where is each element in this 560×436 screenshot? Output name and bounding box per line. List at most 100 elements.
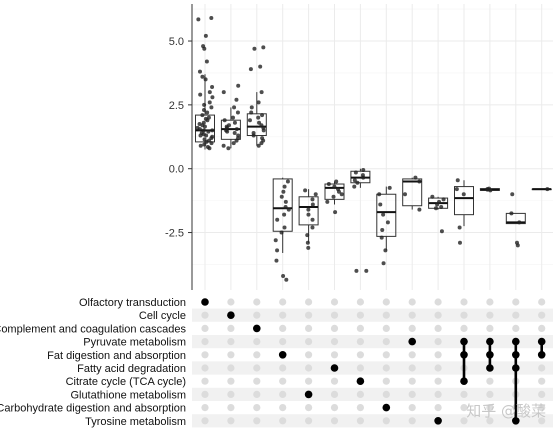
matrix-dot-inactive <box>201 324 209 332</box>
data-point <box>198 92 203 97</box>
matrix-dot-inactive <box>330 404 339 412</box>
matrix-dot-inactive <box>201 390 209 398</box>
row-stripe <box>192 335 553 349</box>
matrix-dot-inactive <box>305 311 313 319</box>
data-point <box>205 118 210 123</box>
matrix-dot-inactive <box>408 377 416 385</box>
matrix-dot-inactive <box>253 351 261 359</box>
matrix-dot-inactive <box>253 311 261 319</box>
data-point <box>274 258 279 263</box>
data-point <box>232 120 237 125</box>
matrix-dot-inactive <box>279 324 287 332</box>
data-point <box>455 178 460 183</box>
matrix-dot-inactive <box>408 390 416 398</box>
matrix-dot-active <box>460 351 468 359</box>
matrix-dot-inactive <box>279 390 287 398</box>
matrix-dot-inactive <box>330 417 339 425</box>
set-label: Complement and coagulation cascades <box>0 323 186 335</box>
data-point <box>261 128 266 133</box>
data-point <box>361 167 366 172</box>
matrix-dot-inactive <box>356 364 364 372</box>
matrix-dot-inactive <box>408 364 416 372</box>
data-point <box>353 170 358 175</box>
matrix-dot-inactive <box>201 311 209 319</box>
data-point <box>385 220 390 225</box>
data-point <box>231 115 236 120</box>
matrix-dot-inactive <box>227 404 235 412</box>
matrix-dot-inactive <box>434 324 442 332</box>
matrix-dot-inactive <box>434 351 442 359</box>
matrix-dot-inactive <box>460 390 468 398</box>
data-point <box>433 206 438 211</box>
data-point <box>198 133 203 138</box>
data-point <box>234 127 239 132</box>
data-point <box>441 197 446 202</box>
matrix-dot-inactive <box>227 390 235 398</box>
data-point <box>383 248 388 253</box>
matrix-dot-inactive <box>382 311 390 319</box>
y-axis: 5.0 2.5 0.0 -2.5 <box>165 4 193 290</box>
matrix-dot-inactive <box>279 404 287 412</box>
matrix-dot-inactive <box>382 351 390 359</box>
y-tick-label: 2.5 <box>169 100 184 112</box>
matrix-dot-inactive <box>486 404 494 412</box>
matrix-dot-inactive <box>382 377 390 385</box>
data-point <box>210 84 215 89</box>
data-point <box>339 192 344 197</box>
matrix-dot-active <box>486 364 494 372</box>
matrix-dot-active <box>537 351 546 359</box>
grid-layer <box>192 4 553 290</box>
data-point <box>306 245 311 250</box>
boxplot-11 <box>454 178 474 245</box>
matrix-dot-active <box>304 390 313 399</box>
matrix-dot-active <box>486 351 494 359</box>
data-point <box>251 133 256 138</box>
data-point <box>279 230 284 235</box>
set-label: Fat digestion and absorption <box>47 350 186 362</box>
matrix-dot-inactive <box>486 324 494 332</box>
matrix-dot-inactive <box>356 351 364 359</box>
set-label: Olfactory transduction <box>79 297 186 309</box>
matrix-dot-inactive <box>201 364 209 372</box>
data-point <box>232 105 237 110</box>
matrix-dot-inactive <box>382 324 390 332</box>
matrix-dot-inactive <box>305 417 313 425</box>
box <box>402 178 423 207</box>
data-point <box>202 142 207 147</box>
data-point <box>283 205 288 210</box>
data-point <box>305 233 310 238</box>
matrix-dot-inactive <box>486 298 494 306</box>
data-point <box>417 179 422 184</box>
boxplot-3 <box>246 45 267 148</box>
data-point <box>332 184 337 189</box>
matrix-dot-inactive <box>253 417 261 425</box>
data-point <box>198 143 203 148</box>
data-point <box>260 113 265 118</box>
data-point <box>209 16 214 21</box>
matrix-dot-inactive <box>434 390 442 398</box>
boxplot-7 <box>350 167 371 273</box>
box <box>246 113 267 137</box>
data-point <box>283 199 288 204</box>
data-point <box>281 273 286 278</box>
data-point <box>210 128 215 133</box>
data-point <box>334 179 339 184</box>
matrix-dot-active <box>460 337 468 346</box>
matrix-dot-active <box>512 417 520 425</box>
matrix-dot-inactive <box>356 404 364 412</box>
data-point <box>196 17 201 22</box>
data-point <box>261 45 266 50</box>
data-point <box>281 189 286 194</box>
data-point <box>202 102 207 107</box>
matrix-dot-inactive <box>460 311 468 319</box>
boxplot-1 <box>195 16 215 151</box>
matrix-dot-inactive <box>538 324 546 332</box>
data-point <box>435 202 440 207</box>
matrix-dot-inactive <box>512 298 520 306</box>
boxplot-2 <box>220 83 241 151</box>
data-point <box>252 46 257 51</box>
matrix-dot-inactive <box>253 377 261 385</box>
set-label: Tyrosine metabolism <box>85 416 186 428</box>
matrix-dot-inactive <box>253 390 261 398</box>
matrix-dot-inactive <box>408 311 416 319</box>
